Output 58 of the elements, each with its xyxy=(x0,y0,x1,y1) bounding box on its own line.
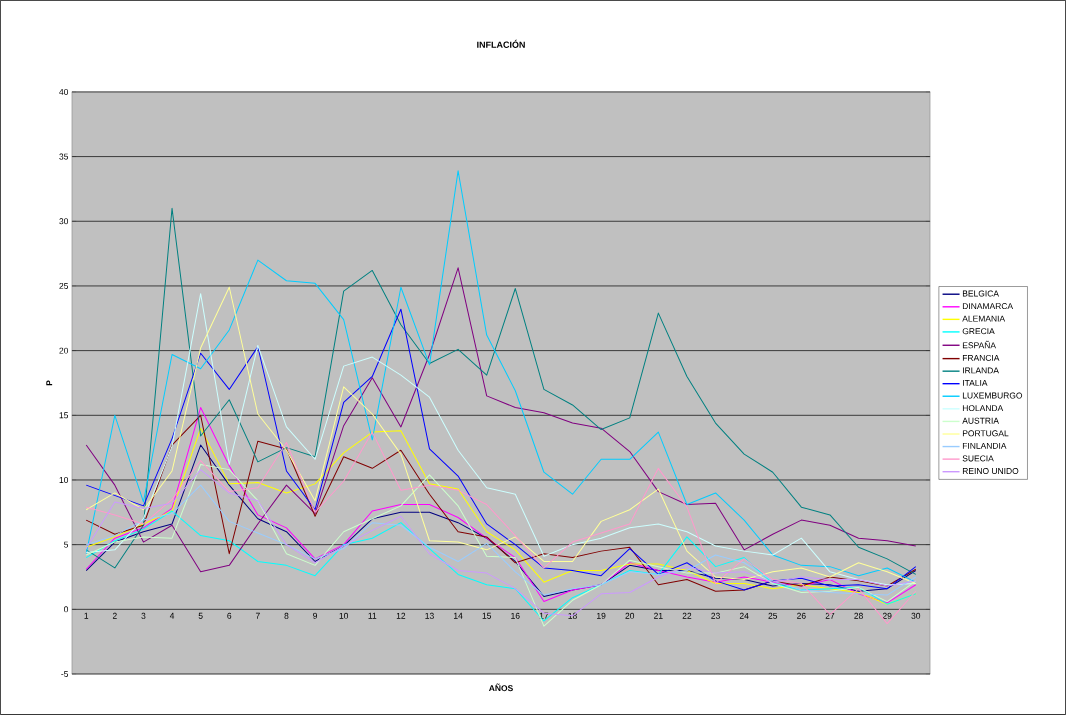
x-tick-label: 20 xyxy=(625,612,635,619)
x-tick-label: 26 xyxy=(797,612,806,619)
legend-label: IRLANDA xyxy=(963,367,999,374)
legend-label: LUXEMBURGO xyxy=(962,392,1023,399)
x-tick-label: 5 xyxy=(198,612,203,619)
legend-label: HOLANDA xyxy=(962,405,1004,412)
x-tick-label: 1 xyxy=(84,612,89,619)
x-tick-label: 28 xyxy=(854,612,863,619)
x-tick-label: 30 xyxy=(911,612,921,619)
x-tick-label: 10 xyxy=(339,612,349,619)
x-tick-label: 2 xyxy=(112,612,117,619)
y-tick-label: 35 xyxy=(59,153,69,160)
x-tick-label: 24 xyxy=(739,612,749,619)
x-tick-label: 23 xyxy=(711,612,720,619)
chart-title: INFLACIÓN xyxy=(477,39,525,48)
y-tick-label: 5 xyxy=(64,541,69,548)
legend-label: ITALIA xyxy=(963,380,988,386)
y-tick-label: -5 xyxy=(61,671,69,677)
x-tick-label: 19 xyxy=(597,612,606,619)
legend-label: PORTUGAL xyxy=(962,430,1009,437)
legend-label: AUSTRIA xyxy=(962,417,999,424)
line-series xyxy=(85,484,917,596)
x-tick-label: 25 xyxy=(768,612,778,619)
legend-label: SUECIA xyxy=(962,455,994,462)
y-tick-label: 20 xyxy=(59,347,69,354)
x-tick-label: 21 xyxy=(654,612,663,619)
legend-label: REINO UNIDO xyxy=(962,468,1019,475)
x-tick-label: 6 xyxy=(227,612,232,619)
x-tick-label: 3 xyxy=(141,612,146,619)
x-tick-label: 12 xyxy=(396,612,406,619)
x-tick-label: 8 xyxy=(284,612,289,619)
x-tick-label: 29 xyxy=(882,612,892,619)
legend-label: BELGICA xyxy=(962,290,999,297)
x-tick-label: 16 xyxy=(511,612,520,619)
legend-label: ALEMANIA xyxy=(962,315,1006,322)
x-tick-label: 22 xyxy=(682,612,692,619)
x-tick-label: 11 xyxy=(368,612,377,619)
y-tick-label: 15 xyxy=(59,412,69,419)
legend-label: FRANCIA xyxy=(962,354,1000,361)
x-axis-title: AÑOS xyxy=(488,683,513,692)
legend-label: FINLANDIA xyxy=(962,442,1007,449)
y-tick-label: 10 xyxy=(59,477,69,483)
legend-label: DINAMARCA xyxy=(962,303,1014,310)
x-tick-label: 13 xyxy=(425,612,434,619)
legend-label: ESPAÑA xyxy=(962,340,996,349)
y-axis-title: P xyxy=(46,380,53,386)
x-tick-label: 7 xyxy=(255,612,260,619)
x-tick-label: 14 xyxy=(454,612,463,619)
x-tick-label: 15 xyxy=(482,612,492,619)
x-tick-label: 27 xyxy=(825,612,835,619)
x-tick-label: 18 xyxy=(568,612,577,619)
x-tick-label: 4 xyxy=(169,612,175,619)
y-tick-label: 25 xyxy=(59,282,69,289)
x-tick-label: 9 xyxy=(313,612,318,619)
y-tick-label: 40 xyxy=(59,88,69,95)
legend-label: GRECIA xyxy=(962,328,995,335)
y-tick-label: 0 xyxy=(64,606,69,613)
y-tick-label: 30 xyxy=(59,218,69,225)
